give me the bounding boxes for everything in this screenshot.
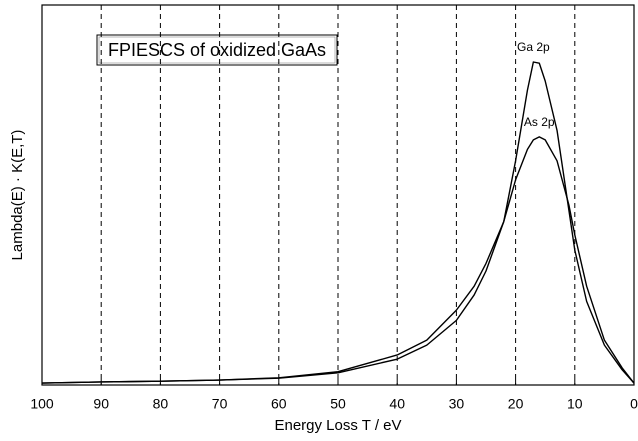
- x-tick-label: 100: [30, 396, 54, 412]
- x-tick-label: 20: [508, 396, 524, 412]
- x-tick-label: 50: [330, 396, 346, 412]
- x-tick-label: 80: [153, 396, 169, 412]
- x-tick-label: 30: [449, 396, 465, 412]
- x-tick-label: 70: [212, 396, 228, 412]
- series-label: Ga 2p: [517, 40, 550, 54]
- y-axis-label: Lambda(E) · K(E,T): [9, 130, 26, 261]
- x-tick-label: 0: [630, 396, 638, 412]
- series-line: [41, 136, 635, 384]
- series-label: As 2p: [524, 115, 555, 129]
- x-tick-label: 90: [93, 396, 109, 412]
- x-tick-label: 10: [567, 396, 583, 412]
- x-axis-label: Energy Loss T / eV: [274, 417, 401, 434]
- chart-title: FPIESCS of oxidized GaAs: [108, 40, 326, 60]
- x-tick-label: 40: [389, 396, 405, 412]
- x-tick-label: 60: [271, 396, 287, 412]
- title-box: [96, 34, 338, 66]
- title-box-inner: [98, 36, 336, 64]
